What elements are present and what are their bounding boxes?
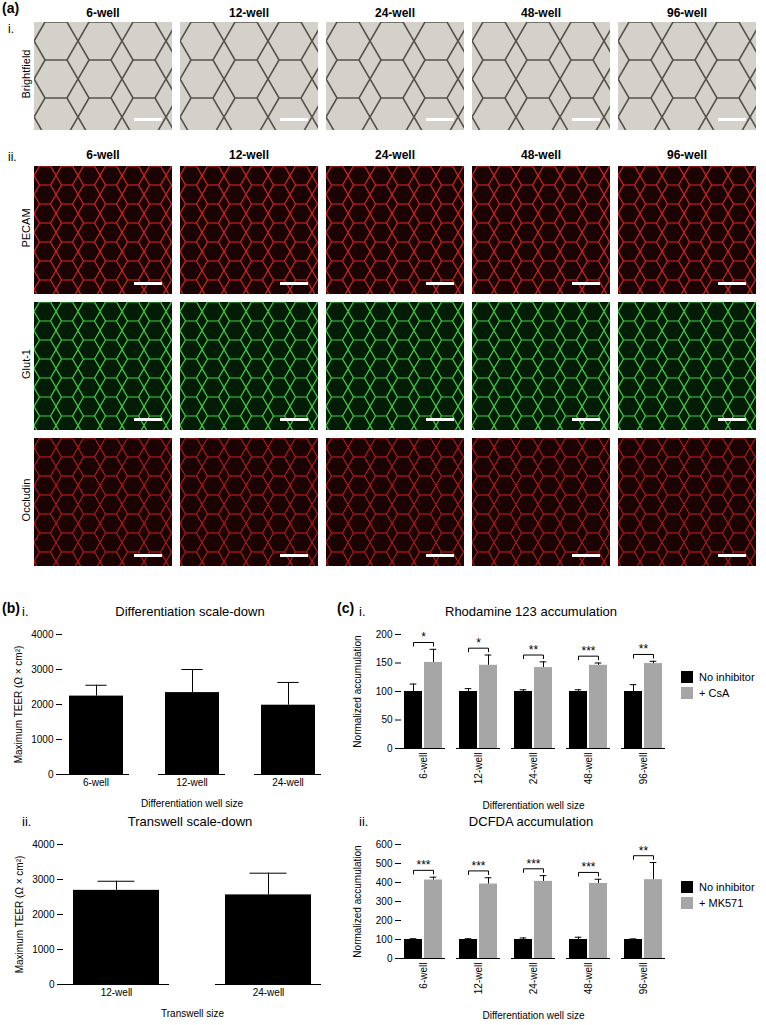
svg-text:1000: 1000: [31, 734, 54, 745]
svg-text:12-well: 12-well: [101, 987, 133, 998]
svg-text:2000: 2000: [31, 699, 54, 710]
svg-text:**: **: [639, 642, 649, 656]
svg-text:0: 0: [387, 743, 393, 754]
html-text:24-well: 24-well: [375, 6, 415, 20]
svg-text:**: **: [529, 643, 539, 657]
svg-text:Normalized accumulation: Normalized accumulation: [352, 845, 363, 957]
html-text:Differentiation scale-down: Differentiation scale-down: [115, 604, 265, 619]
svg-text:4000: 4000: [31, 629, 54, 640]
html-text:Occludin: Occludin: [20, 478, 32, 522]
svg-text:200: 200: [376, 915, 393, 926]
svg-text:150: 150: [376, 657, 393, 668]
html-text:ii.: ii.: [8, 150, 17, 164]
html-text:96-well: 96-well: [667, 148, 707, 162]
svg-text:24-well: 24-well: [528, 753, 539, 785]
svg-text:500: 500: [376, 858, 393, 869]
svg-text:48-well: 48-well: [583, 753, 594, 785]
html-text:i.: i.: [22, 604, 29, 619]
svg-text:***: ***: [581, 860, 595, 874]
html-text:Glut-1: Glut-1: [20, 349, 32, 379]
html-text:ii.: ii.: [22, 814, 32, 829]
svg-text:*: *: [421, 630, 426, 644]
svg-text:Normalized accumulation: Normalized accumulation: [352, 635, 363, 747]
svg-text:6-well: 6-well: [418, 753, 429, 779]
html-text:12-well: 12-well: [229, 6, 269, 20]
html-text:DCFDA accumulation: DCFDA accumulation: [468, 814, 594, 829]
svg-text:**: **: [639, 844, 649, 858]
svg-text:*: *: [476, 636, 481, 650]
svg-text:300: 300: [376, 896, 393, 907]
html-text:96-well: 96-well: [667, 6, 707, 20]
svg-text:0: 0: [387, 953, 393, 964]
html-text:No inhibitor: No inhibitor: [699, 881, 755, 893]
svg-text:96-well: 96-well: [638, 753, 649, 785]
svg-text:0: 0: [49, 979, 55, 990]
svg-text:Differentiation well size: Differentiation well size: [141, 798, 244, 809]
svg-text:Differentiation well size: Differentiation well size: [482, 800, 585, 811]
svg-text:24-well: 24-well: [253, 987, 285, 998]
html-text:48-well: 48-well: [521, 148, 561, 162]
svg-text:50: 50: [381, 714, 393, 725]
svg-text:Maximum TEER (Ω × cm²): Maximum TEER (Ω × cm²): [14, 856, 25, 974]
svg-text:***: ***: [581, 644, 595, 658]
html-text:i.: i.: [8, 22, 14, 36]
svg-text:***: ***: [416, 858, 430, 872]
svg-text:6-well: 6-well: [83, 777, 109, 788]
svg-text:2000: 2000: [32, 909, 55, 920]
svg-text:48-well: 48-well: [583, 963, 594, 995]
html-text:No inhibitor: No inhibitor: [699, 671, 755, 683]
html-text:Transwell scale-down: Transwell scale-down: [127, 814, 253, 829]
svg-text:96-well: 96-well: [638, 963, 649, 995]
svg-text:6-well: 6-well: [418, 963, 429, 989]
html-text:+ CsA: + CsA: [699, 687, 730, 699]
svg-text:Maximum TEER (Ω × cm²): Maximum TEER (Ω × cm²): [13, 646, 24, 764]
svg-text:Transwell size: Transwell size: [161, 1008, 224, 1019]
html-text:Rhodamine 123 accumulation: Rhodamine 123 accumulation: [445, 604, 617, 619]
html-text:i.: i.: [359, 604, 366, 619]
svg-text:***: ***: [471, 859, 485, 873]
html-text:6-well: 6-well: [86, 6, 120, 20]
svg-text:12-well: 12-well: [473, 753, 484, 785]
html-text:12-well: 12-well: [229, 148, 269, 162]
html-text:(c): (c): [337, 600, 355, 616]
html-text:Brightfield: Brightfield: [20, 49, 32, 99]
svg-text:12-well: 12-well: [473, 963, 484, 995]
svg-text:600: 600: [376, 839, 393, 850]
html-text:ii.: ii.: [359, 814, 369, 829]
html-text:+ MK571: + MK571: [699, 897, 744, 909]
svg-text:1000: 1000: [32, 944, 55, 955]
svg-text:0: 0: [48, 769, 54, 780]
html-text:(a): (a): [2, 0, 20, 16]
html-text:24-well: 24-well: [375, 148, 415, 162]
svg-text:24-well: 24-well: [272, 777, 304, 788]
html-text:PECAM: PECAM: [20, 208, 32, 248]
html-text:48-well: 48-well: [521, 6, 561, 20]
html-text:(b): (b): [2, 600, 20, 616]
svg-text:3000: 3000: [31, 664, 54, 675]
svg-text:***: ***: [526, 857, 540, 871]
svg-text:100: 100: [376, 934, 393, 945]
svg-text:Differentiation well size: Differentiation well size: [482, 1010, 585, 1021]
svg-text:100: 100: [376, 686, 393, 697]
svg-text:4000: 4000: [32, 839, 55, 850]
svg-text:3000: 3000: [32, 874, 55, 885]
svg-text:200: 200: [376, 629, 393, 640]
svg-text:400: 400: [376, 877, 393, 888]
svg-text:12-well: 12-well: [176, 777, 208, 788]
html-text:6-well: 6-well: [86, 148, 120, 162]
svg-text:24-well: 24-well: [528, 963, 539, 995]
